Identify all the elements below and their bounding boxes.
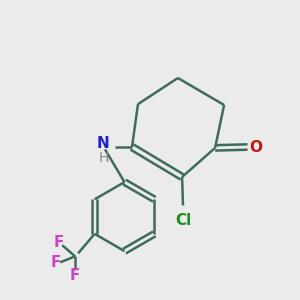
Text: N: N [97, 136, 110, 151]
Text: O: O [250, 140, 262, 154]
Text: H: H [99, 151, 109, 164]
Text: F: F [70, 268, 80, 283]
Text: F: F [50, 255, 61, 270]
Text: Cl: Cl [175, 213, 191, 228]
Text: F: F [53, 235, 64, 250]
